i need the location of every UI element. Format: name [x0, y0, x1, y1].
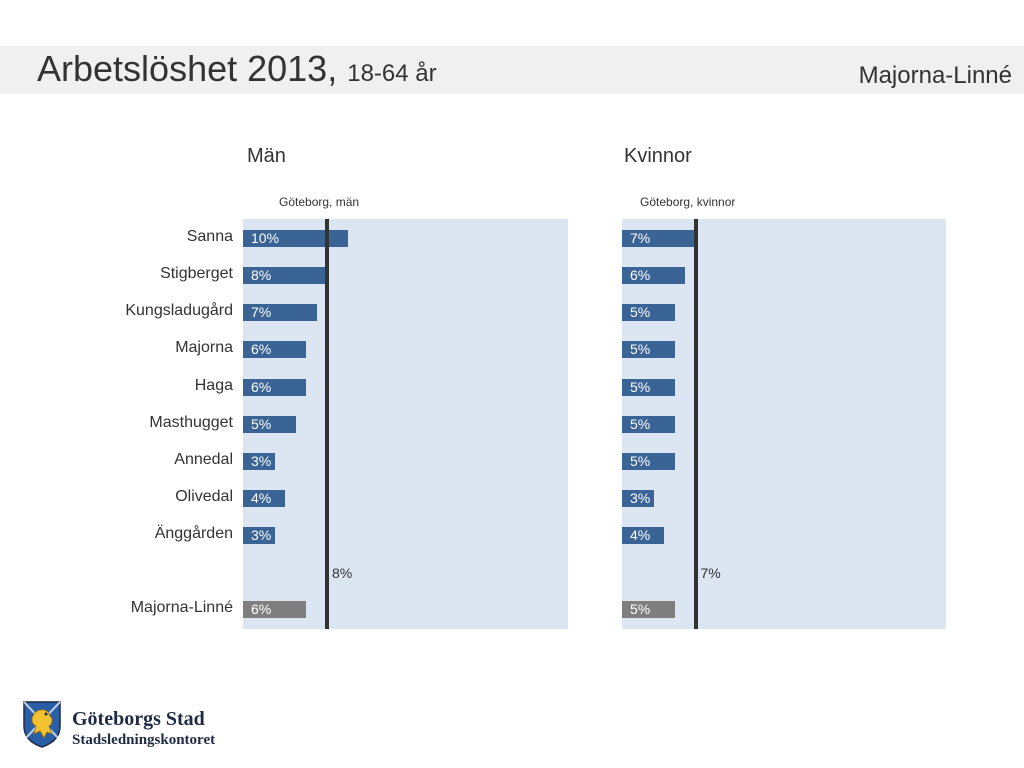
data-bar: [622, 340, 675, 358]
data-bar: [243, 489, 285, 507]
reference-line-women: [693, 219, 698, 629]
data-label: 6%: [251, 378, 272, 395]
category-label: Majorna: [175, 339, 233, 356]
data-bar: [622, 526, 664, 544]
data-bar: [243, 452, 275, 470]
header-band: [0, 46, 1024, 94]
category-label: Änggården: [154, 525, 233, 542]
category-label: Majorna-Linné: [130, 599, 233, 616]
data-label: 5%: [630, 415, 651, 432]
data-bar: [243, 378, 306, 396]
title-main: Arbetslöshet 2013,: [37, 48, 338, 89]
panel-title-men: Män: [247, 145, 286, 167]
reference-label-women: Göteborg, kvinnor: [640, 195, 736, 209]
category-label: Annedal: [174, 451, 233, 468]
data-bar: [622, 378, 675, 396]
data-bar: [243, 229, 348, 247]
category-label: Masthugget: [149, 414, 233, 431]
data-label: 5%: [630, 452, 651, 469]
data-label: 6%: [630, 266, 651, 283]
plot-background-men: [243, 219, 568, 629]
category-label: Olivedal: [175, 488, 233, 505]
page-title: Arbetslöshet 2013, 18-64 år: [37, 48, 437, 90]
category-label: Haga: [194, 377, 233, 394]
data-bar: [243, 303, 317, 321]
data-bar: [622, 266, 685, 284]
data-bar: [243, 340, 306, 358]
data-bar: [622, 229, 696, 247]
title-subtitle: 18-64 år: [347, 60, 437, 87]
category-label: Sanna: [186, 228, 233, 245]
total-bar: [622, 600, 675, 618]
data-label: 7%: [251, 303, 272, 320]
data-bar: [622, 303, 675, 321]
data-bar: [243, 266, 327, 284]
reference-value-women: 7%: [700, 565, 721, 581]
total-bar: [243, 600, 306, 618]
data-label: 5%: [630, 378, 651, 395]
data-label: 5%: [630, 303, 651, 320]
data-label: 8%: [251, 266, 272, 283]
data-label: 10%: [251, 229, 280, 246]
reference-line-men: [325, 219, 329, 629]
reference-label-men: Göteborg, män: [279, 195, 360, 209]
category-label: Kungsladugård: [125, 302, 233, 319]
data-label: 6%: [251, 340, 272, 357]
data-label: 7%: [630, 229, 651, 246]
data-label: 3%: [251, 452, 272, 469]
data-label: 6%: [251, 600, 272, 617]
data-bar: [243, 526, 275, 544]
data-label: 4%: [630, 526, 651, 543]
data-bar: [622, 452, 675, 470]
data-label: 5%: [630, 340, 651, 357]
category-label: Stigberget: [160, 265, 233, 282]
data-label: 3%: [251, 526, 272, 543]
data-label: 5%: [630, 600, 651, 617]
data-label: 4%: [251, 489, 272, 506]
data-label: 5%: [251, 415, 272, 432]
logo-name: Göteborgs Stad: [72, 708, 205, 730]
data-label: 3%: [630, 489, 651, 506]
plot-background-women: [622, 219, 946, 629]
region-label: Majorna-Linné: [858, 62, 1012, 89]
data-bar: [622, 415, 675, 433]
goteborg-lion-crest-icon: [23, 701, 61, 748]
logo-department: Stadsledningskontoret: [72, 732, 216, 748]
data-bar: [622, 489, 654, 507]
panel-title-women: Kvinnor: [624, 145, 692, 167]
reference-value-men: 8%: [332, 565, 353, 581]
data-bar: [243, 415, 296, 433]
